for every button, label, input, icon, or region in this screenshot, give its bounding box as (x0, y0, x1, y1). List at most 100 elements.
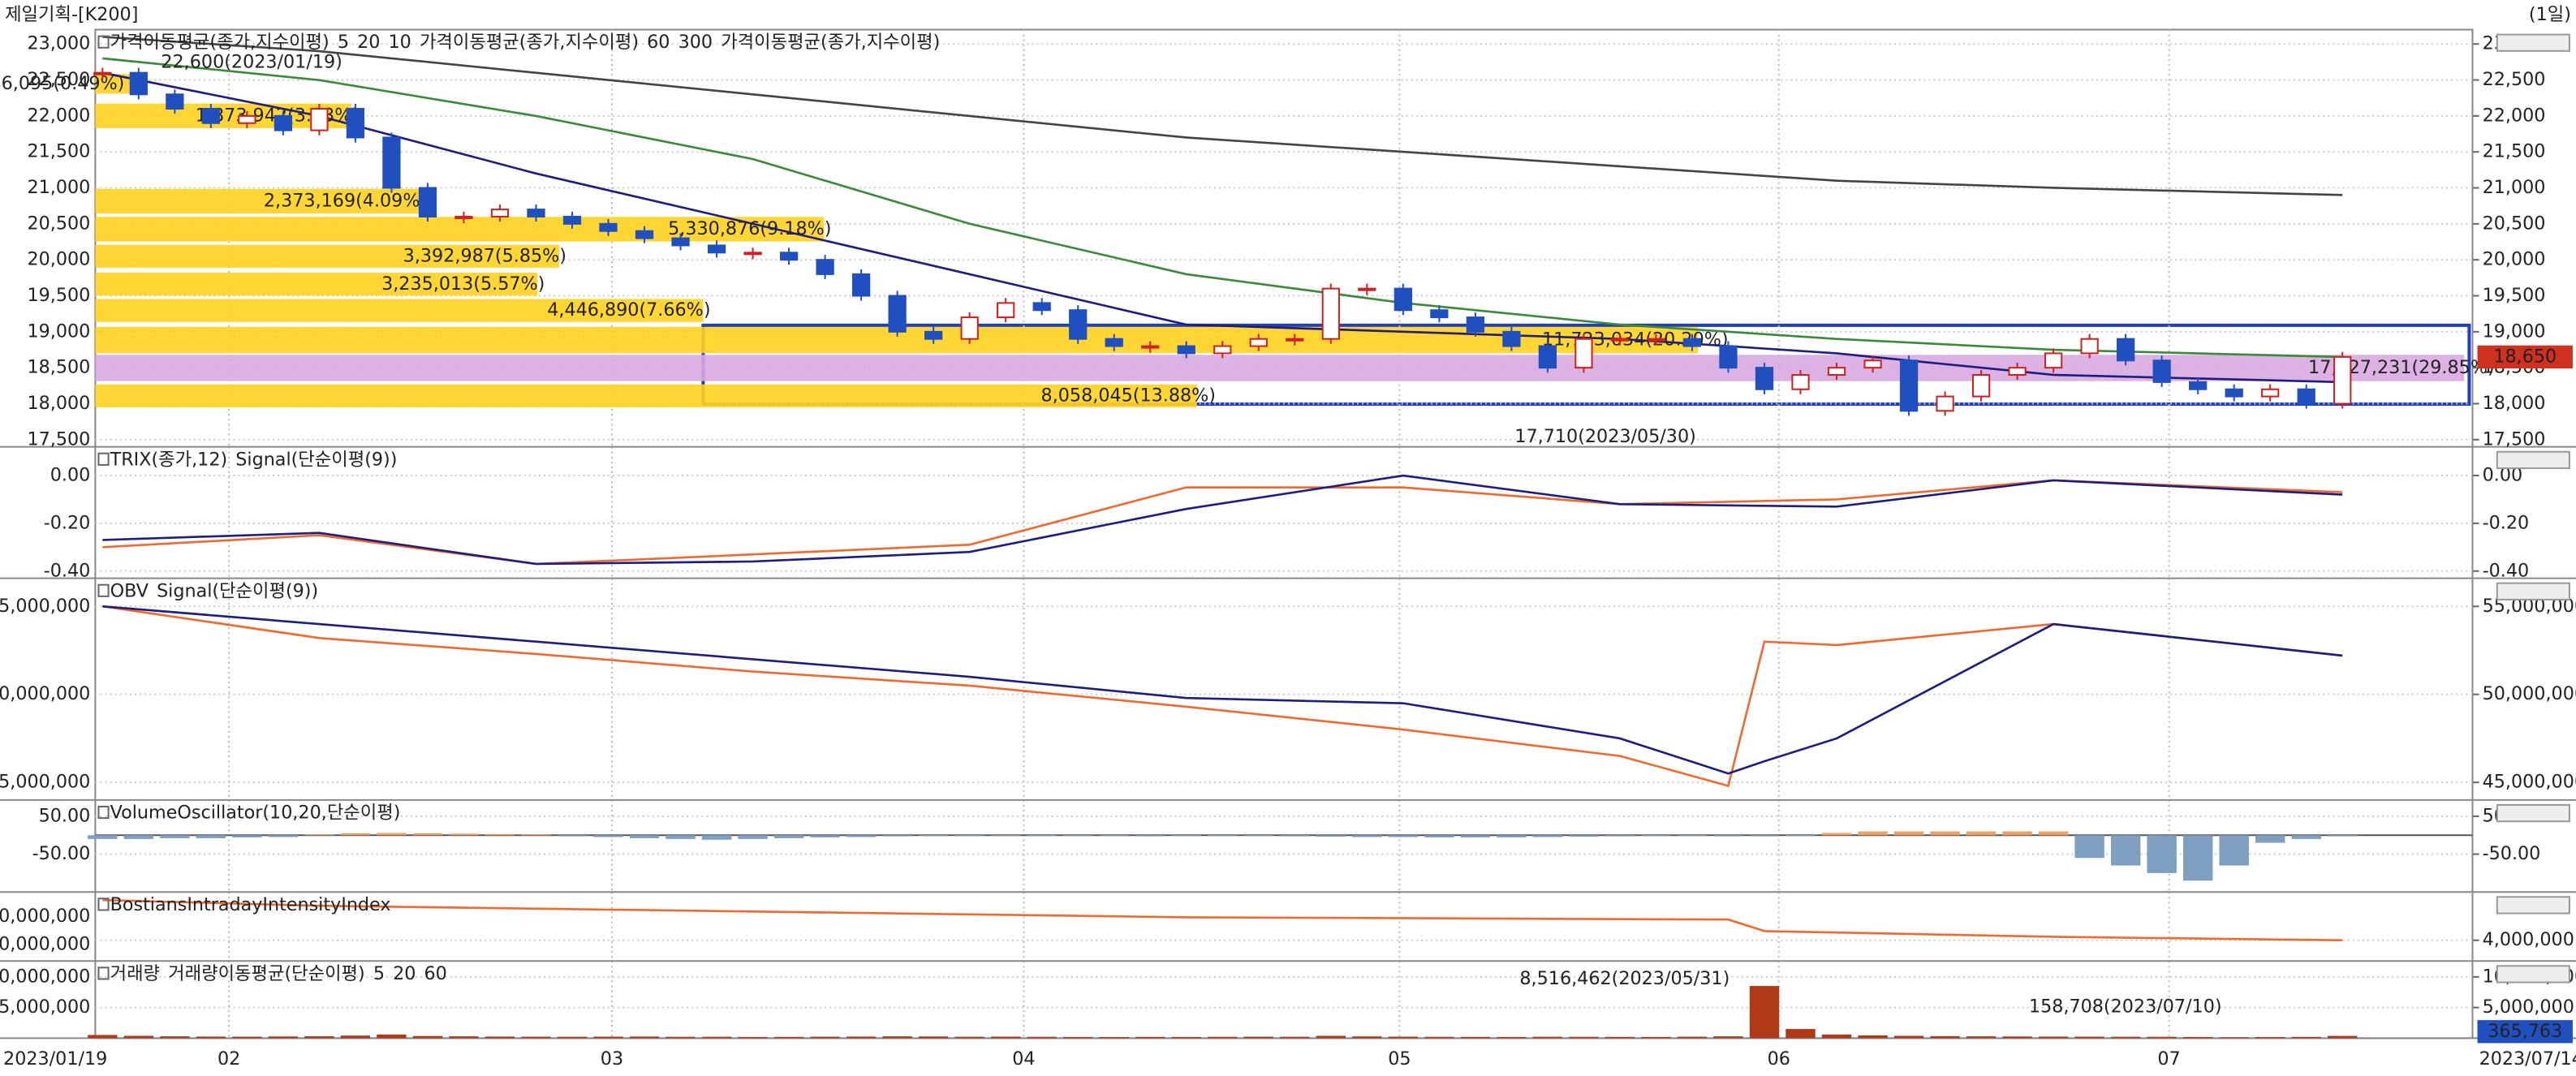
bar (2002, 1036, 2032, 1039)
last-value-box (2477, 1020, 2573, 1044)
bar (412, 833, 443, 836)
candle-body (238, 114, 256, 124)
bar (2219, 835, 2249, 866)
bar (1713, 835, 1743, 837)
bar (2038, 831, 2069, 836)
left-tick-label: -0.20 (44, 512, 91, 533)
legend-box (97, 966, 110, 980)
volume-profile-bar (95, 355, 2465, 381)
left-tick-label: 17,500 (27, 428, 90, 450)
left-tick-label: 50.00 (39, 805, 91, 826)
candle-body (129, 71, 148, 96)
volume-profile-bar (95, 273, 538, 296)
right-tick-label: 22,000 (2483, 105, 2546, 126)
candle-body (2116, 338, 2135, 362)
bar (1460, 835, 1491, 838)
bar (1280, 835, 1310, 837)
candle-body (490, 209, 510, 217)
bar (2147, 835, 2177, 873)
candle-body (1682, 338, 1702, 347)
bar (1497, 1036, 1527, 1039)
volume-profile-bar (95, 299, 704, 322)
left-tick-label: 5,000,000 (0, 996, 90, 1018)
left-tick-label: 22,000 (27, 105, 90, 126)
legend-entry: 20 (357, 32, 380, 53)
volume-profile-label: 4,446,890(7.66%) (547, 299, 710, 321)
bar (1677, 835, 1708, 837)
panel-buttons[interactable] (2496, 803, 2570, 823)
annotation: 8,516,462(2023/05/31) (1519, 968, 1730, 989)
panel-buttons[interactable] (2496, 896, 2570, 915)
bar (449, 1036, 479, 1039)
bar (232, 835, 262, 838)
bar (449, 833, 479, 836)
candle-body (1719, 345, 1738, 369)
legend-entry: 300 (678, 32, 713, 53)
legend-entry: 거래량 (110, 963, 160, 984)
candle-body (1032, 302, 1051, 312)
panel-buttons[interactable] (2496, 582, 2570, 600)
left-tick-label: 21,000 (27, 177, 90, 198)
legend-entry: 5 (373, 963, 385, 984)
right-tick-label: -50.00 (2483, 843, 2541, 864)
legend-box (97, 897, 110, 911)
date-label: 06 (1768, 1048, 1790, 1070)
bar (1171, 835, 1201, 837)
legend-entry: 가격이동평균(종가,지수이평) (721, 32, 940, 53)
bar (2074, 835, 2104, 859)
bar (268, 835, 299, 837)
bar (738, 835, 768, 839)
left-tick-label: 20,500 (27, 213, 90, 234)
bar (846, 1036, 877, 1039)
bar (1316, 1035, 1346, 1039)
panel-buttons[interactable] (2496, 450, 2570, 469)
bar (2291, 1036, 2321, 1039)
legend-box (97, 35, 110, 49)
bar (1497, 835, 1527, 838)
candle-body (1574, 338, 1593, 369)
panel-buttons[interactable] (2496, 33, 2570, 52)
bar (1208, 835, 1238, 837)
legend-entry: Signal(단순이평(9)) (235, 449, 397, 470)
bar (810, 1036, 840, 1039)
bar (918, 835, 949, 837)
right-tick-label: 45,000,000 (2483, 772, 2576, 793)
candle-body (310, 107, 329, 131)
panel-buttons[interactable] (2496, 965, 2570, 983)
bar (773, 1036, 804, 1039)
right-tick-label: 21,500 (2483, 141, 2546, 162)
bar (340, 833, 371, 836)
bar (1749, 835, 1780, 837)
bar (1893, 831, 1924, 836)
bar (2038, 1036, 2069, 1039)
left-tick-label: 45,000,000 (0, 772, 90, 793)
legend-entry: Signal(단순이평(9)) (157, 580, 318, 601)
bar (1641, 835, 1671, 837)
bar (1424, 835, 1454, 838)
bar (1532, 835, 1563, 837)
last-value-box (2477, 345, 2573, 369)
left-tick-label: 0.00 (50, 464, 91, 485)
period[interactable]: (1일) (2529, 4, 2571, 25)
candle-body (1971, 373, 1991, 398)
bar (1135, 835, 1165, 837)
candle-body (2044, 352, 2063, 369)
bar (1605, 1036, 1635, 1039)
bar (666, 835, 696, 839)
bar (1243, 835, 1273, 837)
candle-body (599, 222, 618, 232)
bar (1641, 1036, 1671, 1039)
bar (1930, 1035, 1960, 1039)
bar (2147, 1036, 2177, 1039)
candle-body (960, 316, 979, 340)
candle-body (1321, 287, 1340, 340)
left-tick-label: 19,500 (27, 285, 90, 306)
bar (1099, 1036, 1129, 1039)
candle-body (418, 187, 437, 217)
bar (557, 835, 588, 837)
bar (1966, 831, 1997, 836)
legend-entry: OBV (110, 580, 149, 601)
candle-body (93, 71, 112, 75)
bar (1605, 835, 1635, 837)
candle-body (1213, 345, 1232, 355)
